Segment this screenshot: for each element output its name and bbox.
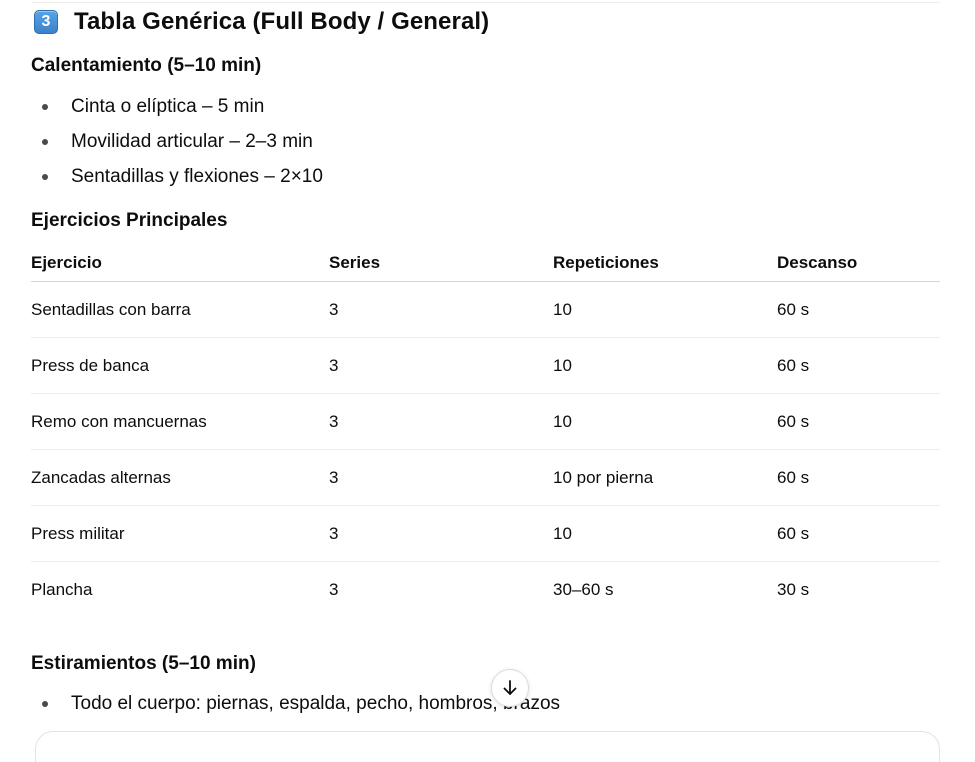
warmup-heading: Calentamiento (5–10 min) xyxy=(31,55,262,76)
section-title-text: Tabla Genérica (Full Body / General) xyxy=(74,8,490,35)
section-title: 3 Tabla Genérica (Full Body / General) xyxy=(31,8,489,36)
table-row: Press de banca 3 10 60 s xyxy=(31,337,940,394)
list-item: Todo el cuerpo: piernas, espalda, pecho,… xyxy=(31,686,560,721)
table-cell: Press militar xyxy=(31,505,329,562)
table-cell: 10 xyxy=(553,393,777,450)
list-item: Sentadillas y flexiones – 2×10 xyxy=(31,159,323,194)
table-cell: 60 s xyxy=(777,449,940,506)
table-cell: 3 xyxy=(329,393,553,450)
composer-box[interactable] xyxy=(35,731,940,762)
table-row: Sentadillas con barra 3 10 60 s xyxy=(31,281,940,338)
table-cell: 10 xyxy=(553,281,777,338)
table-cell: 60 s xyxy=(777,505,940,562)
table-cell: 30–60 s xyxy=(553,579,614,599)
table-cell: Remo con mancuernas xyxy=(31,393,329,450)
column-header-descanso: Descanso xyxy=(777,245,940,282)
table-cell: 60 s xyxy=(777,281,940,338)
scroll-down-button[interactable] xyxy=(491,669,529,707)
column-header-ejercicio: Ejercicio xyxy=(31,245,329,282)
warmup-list: Cinta o elíptica – 5 min Movilidad artic… xyxy=(31,89,323,194)
table-cell: 3 xyxy=(329,449,553,506)
table-row: Remo con mancuernas 3 10 60 s xyxy=(31,393,940,450)
stretching-heading: Estiramientos (5–10 min) xyxy=(31,653,256,674)
column-header-repeticiones: Repeticiones xyxy=(553,245,777,282)
table-cell: 30 s xyxy=(777,579,810,599)
table-cell: 3 xyxy=(329,505,553,562)
exercise-table: Ejercicio Series Repeticiones Descanso S… xyxy=(31,245,940,617)
list-item: Cinta o elíptica – 5 min xyxy=(31,89,323,124)
table-cell: Zancadas alternas xyxy=(31,449,329,506)
table-cell: 10 xyxy=(553,505,777,562)
top-divider xyxy=(32,2,940,3)
column-header-series: Series xyxy=(329,245,553,282)
arrow-down-icon xyxy=(503,680,517,695)
table-cell: 3 xyxy=(329,337,553,394)
table-row: Press militar 3 10 60 s xyxy=(31,505,940,562)
table-row: Plancha 3 30–60 s 30 s xyxy=(31,562,940,618)
table-cell: Plancha xyxy=(31,579,93,599)
table-cell: Press de banca xyxy=(31,337,329,394)
main-exercises-heading: Ejercicios Principales xyxy=(31,210,228,231)
table-cell: 60 s xyxy=(777,337,940,394)
table-cell: 60 s xyxy=(777,393,940,450)
table-cell: 3 xyxy=(329,281,553,338)
list-item: Movilidad articular – 2–3 min xyxy=(31,124,323,159)
table-cell: 3 xyxy=(329,579,339,599)
table-row: Zancadas alternas 3 10 por pierna 60 s xyxy=(31,449,940,506)
table-cell: 10 por pierna xyxy=(553,449,777,506)
keycap-3-icon: 3 xyxy=(34,10,58,34)
table-cell: Sentadillas con barra xyxy=(31,281,329,338)
stretching-list: Todo el cuerpo: piernas, espalda, pecho,… xyxy=(31,686,560,721)
table-header-row: Ejercicio Series Repeticiones Descanso xyxy=(31,245,940,282)
table-cell: 10 xyxy=(553,337,777,394)
